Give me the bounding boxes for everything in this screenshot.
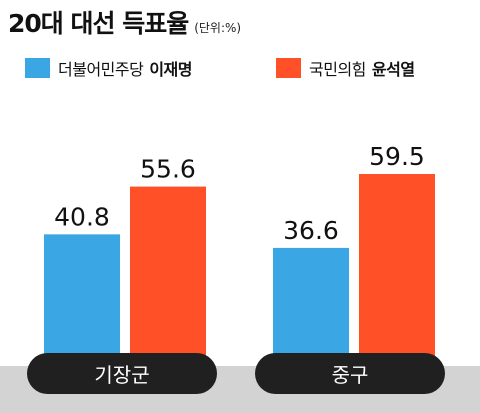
data-label: 55.6: [140, 155, 196, 184]
data-label: 36.6: [283, 216, 339, 245]
bar: [359, 174, 435, 366]
legend-party-label: 국민의힘: [309, 60, 366, 79]
category-label: 기장군: [94, 363, 149, 387]
unit-label: (단위:%): [194, 21, 242, 35]
bar: [130, 186, 206, 366]
legend-swatch-ppp: [276, 58, 301, 78]
bar: [273, 247, 349, 366]
data-label: 59.5: [369, 142, 425, 171]
title-row: 20대 대선 득표율 (단위:%): [8, 4, 241, 40]
legend-party-label: 더불어민주당: [58, 60, 144, 79]
legend-candidate-label: 윤석열: [371, 60, 415, 79]
category-pill: [255, 353, 445, 394]
legend: 더불어민주당 이재명 국민의힘 윤석열: [0, 55, 480, 81]
category-label: 중구: [332, 363, 369, 387]
legend-item-ppp: 국민의힘 윤석열: [276, 55, 415, 81]
data-label: 40.8: [54, 202, 110, 231]
legend-candidate-label: 이재명: [149, 60, 192, 79]
bar: [44, 234, 120, 366]
legend-item-democratic: 더불어민주당 이재명: [25, 55, 192, 81]
legend-swatch-democratic: [25, 58, 50, 78]
chart-title: 20대 대선 득표율: [8, 9, 189, 38]
category-pill: [27, 353, 217, 394]
